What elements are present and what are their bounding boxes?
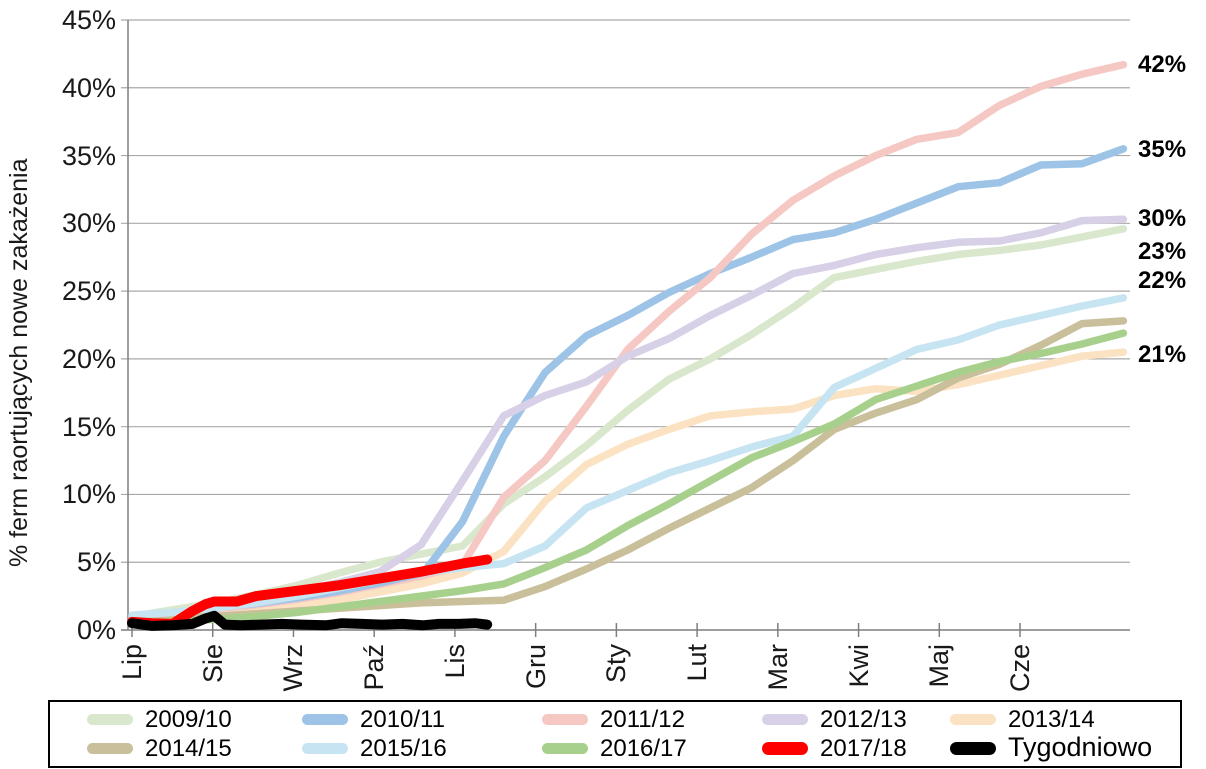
legend-swatch bbox=[542, 743, 588, 754]
legend-item-label: 2016/17 bbox=[600, 735, 687, 762]
legend-item-label: Tygodniowo bbox=[1008, 732, 1153, 762]
legend-swatch bbox=[302, 714, 348, 725]
legend-swatch bbox=[87, 714, 133, 725]
x-tick-label: Lip bbox=[117, 644, 147, 681]
y-tick-label: 25% bbox=[61, 276, 116, 307]
legend-swatch bbox=[950, 714, 996, 725]
end-value-label: 42% bbox=[1138, 51, 1187, 78]
x-tick-label: Kwi bbox=[843, 644, 874, 688]
legend-item-label: 2017/18 bbox=[820, 735, 907, 762]
legend-swatch bbox=[762, 714, 808, 725]
gridlines bbox=[121, 19, 1130, 563]
legend-item-label: 2009/10 bbox=[145, 706, 232, 733]
legend-swatch bbox=[950, 742, 996, 755]
legend-swatch bbox=[542, 714, 588, 725]
y-tick-label: 35% bbox=[61, 140, 116, 171]
x-tick-label: Lis bbox=[439, 644, 470, 679]
x-tick-label: Maj bbox=[924, 644, 955, 688]
series-lines bbox=[127, 60, 1128, 631]
x-tick-label: Sty bbox=[601, 644, 632, 684]
x-tick-label: Mar bbox=[762, 644, 793, 691]
x-tick-label: Gru bbox=[520, 644, 551, 690]
end-value-label: 22% bbox=[1138, 267, 1187, 294]
end-value-label: 21% bbox=[1138, 341, 1187, 368]
legend-swatch bbox=[87, 743, 133, 754]
series-line-2012-13 bbox=[128, 215, 1128, 622]
y-tick-label: 20% bbox=[61, 343, 116, 374]
x-tick-label: Cze bbox=[1005, 644, 1036, 693]
legend-item-label: 2013/14 bbox=[1008, 706, 1095, 733]
axes bbox=[121, 20, 1130, 631]
end-value-label: 23% bbox=[1138, 238, 1187, 265]
legend-swatch bbox=[762, 742, 808, 755]
legend-item-label: 2012/13 bbox=[820, 706, 907, 733]
series-line-2010-11 bbox=[128, 145, 1128, 621]
y-tick-label: 10% bbox=[61, 479, 116, 510]
x-tick-label: Paź bbox=[359, 644, 390, 691]
legend-swatch bbox=[302, 743, 348, 754]
end-value-label: 30% bbox=[1138, 205, 1187, 232]
y-tick-label: 30% bbox=[61, 208, 116, 239]
series-line-2013-14 bbox=[128, 348, 1128, 625]
series-line-tygodniowo bbox=[127, 610, 493, 631]
chart-canvas bbox=[121, 19, 1130, 637]
series-line-2016-17 bbox=[128, 329, 1128, 627]
y-tick-label: 0% bbox=[76, 615, 116, 645]
legend-box: 2009/10 2010/11 2011/12 2012/13 2013/14 2014/… bbox=[48, 700, 1182, 768]
series-line-2011-12 bbox=[128, 60, 1128, 623]
legend-item-label: 2014/15 bbox=[145, 735, 232, 762]
legend-item-label: 2015/16 bbox=[360, 735, 447, 762]
y-tick-label: 40% bbox=[61, 72, 116, 103]
x-tick-label: Wrz bbox=[278, 644, 309, 692]
legend-item-label: 2010/11 bbox=[360, 706, 445, 733]
legend-item-label: 2011/12 bbox=[600, 706, 685, 733]
x-tick-label: Sie bbox=[197, 644, 228, 684]
y-tick-label: 5% bbox=[76, 547, 116, 578]
x-tick-label: Lut bbox=[682, 644, 713, 682]
series-line-2009-10 bbox=[128, 225, 1128, 621]
y-tick-label: 45% bbox=[61, 5, 116, 35]
y-tick-label: 15% bbox=[61, 411, 116, 442]
series-line-2015-16 bbox=[128, 294, 1128, 619]
end-value-label: 35% bbox=[1138, 136, 1187, 163]
